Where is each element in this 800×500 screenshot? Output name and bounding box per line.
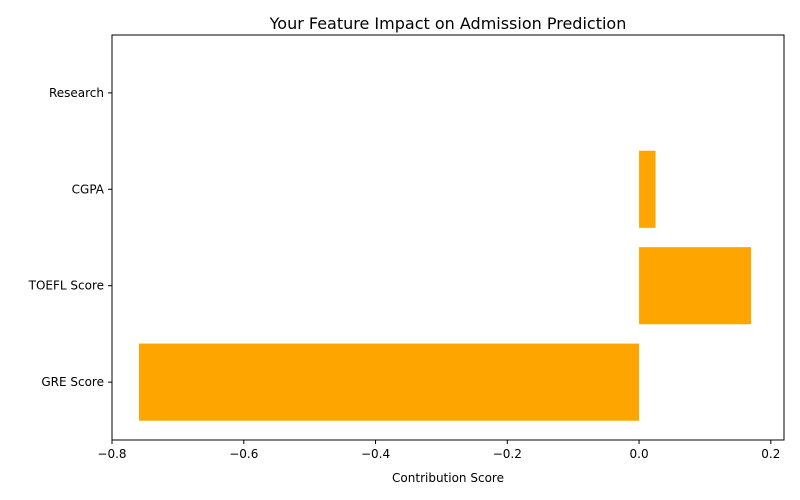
x-tick-label: −0.6	[229, 447, 258, 461]
y-axis-ticks: GRE Score TOEFL Score CGPA Research	[28, 86, 112, 389]
plot-frame	[111, 34, 785, 441]
bar-cgpa	[639, 150, 656, 228]
x-axis-ticks: −0.8 −0.6 −0.4 −0.2 0.0 0.2	[97, 440, 780, 461]
y-tick-label: CGPA	[72, 182, 105, 196]
y-tick-label: Research	[49, 86, 104, 100]
bar-toefl-score	[639, 247, 752, 325]
x-tick-label: 0.0	[630, 447, 649, 461]
y-tick-label: GRE Score	[41, 375, 104, 389]
y-tick-label: TOEFL Score	[28, 279, 104, 293]
bar-gre-score	[139, 343, 640, 421]
x-tick-label: 0.2	[761, 447, 780, 461]
chart-title: Your Feature Impact on Admission Predict…	[269, 14, 627, 33]
bars-group	[139, 150, 752, 421]
x-axis-label: Contribution Score	[392, 471, 504, 485]
x-tick-label: −0.8	[97, 447, 126, 461]
x-tick-label: −0.4	[361, 447, 390, 461]
x-tick-label: −0.2	[493, 447, 522, 461]
